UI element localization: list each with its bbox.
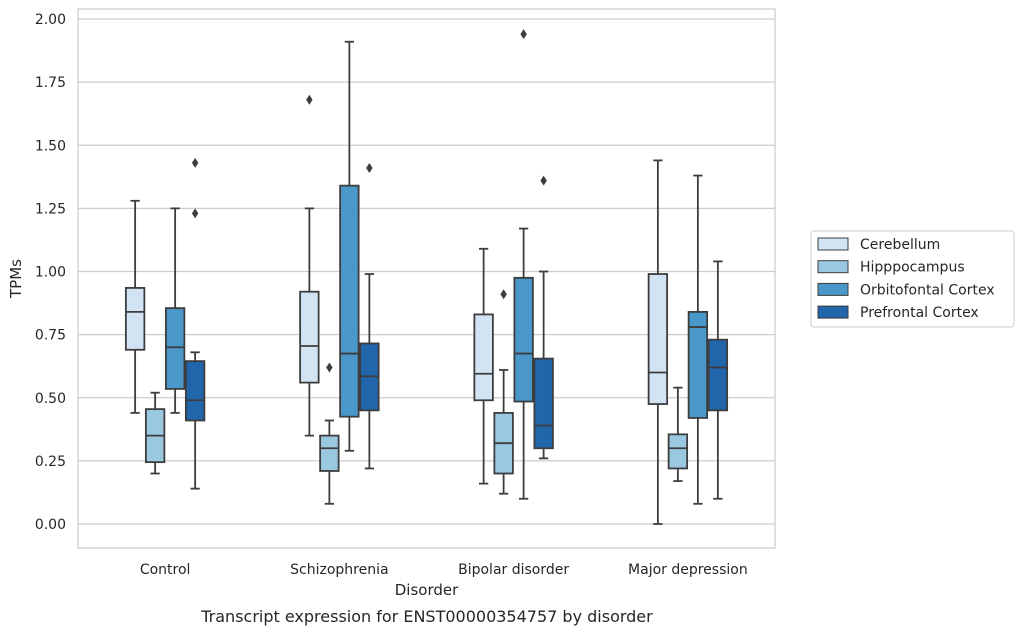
legend-swatch: [817, 237, 849, 251]
box-cerebellum: [473, 247, 494, 485]
iqr-box: [513, 276, 534, 403]
outlier-point: [366, 162, 373, 173]
y-tick-label: 0.75: [35, 328, 66, 344]
box-orbitofontal-cortex: [513, 29, 534, 500]
box-hipppocampus: [493, 289, 514, 495]
outlier-point: [191, 157, 199, 168]
legend-label: Hipppocampus: [860, 260, 965, 276]
outlier-point: [306, 94, 313, 105]
y-tick-label: 2.00: [35, 12, 66, 28]
outlier-point: [326, 362, 333, 373]
outlier-point: [540, 175, 547, 186]
box-prefrontal-cortex: [707, 260, 729, 500]
box-cerebellum: [647, 159, 669, 525]
x-axis-label: Disorder: [395, 581, 459, 599]
y-tick-label: 1.25: [35, 201, 66, 217]
outlier-point: [520, 29, 527, 40]
x-tick-label: Control: [140, 562, 191, 578]
x-tick-labels: Control Schizophrenia Bipolar disorder Majo…: [140, 562, 748, 578]
box-hipppocampus: [319, 362, 340, 505]
iqr-box: [164, 307, 186, 390]
box-cerebellum: [299, 94, 320, 437]
box-orbitofontal-cortex: [687, 174, 709, 505]
box-orbitofontal-cortex: [164, 207, 186, 414]
y-axis-label: TPMs: [7, 259, 25, 299]
box-hipppocampus: [144, 391, 166, 475]
legend: Cerebellum Hipppocampus Orbitofontal Corte…: [810, 230, 1015, 328]
iqr-box: [707, 338, 729, 412]
chart-caption: Transcript expression for ENST0000035475…: [200, 607, 653, 626]
box-prefrontal-cortex: [533, 175, 554, 460]
box-prefrontal-cortex: [359, 162, 380, 470]
x-tick-label: Major depression: [628, 562, 748, 578]
plot-frame: [77, 8, 776, 549]
legend-swatch: [817, 260, 849, 274]
y-tick-label: 0.50: [35, 391, 66, 407]
y-tick-label: 1.75: [35, 75, 66, 91]
y-tick-label: 0.25: [35, 454, 66, 470]
outlier-point: [191, 208, 199, 219]
legend-label: Cerebellum: [860, 237, 940, 253]
y-tick-label: 1.50: [35, 138, 66, 154]
iqr-box: [184, 360, 206, 422]
legend-frame: [810, 230, 1015, 328]
box-orbitofontal-cortex: [339, 40, 360, 452]
boxplot-marks: [124, 29, 729, 525]
iqr-box: [533, 357, 554, 450]
y-tick-labels: 0.00 0.25 0.50 0.75 1.00 1.25 1.50 1.75 2.00: [35, 12, 66, 533]
iqr-box: [124, 287, 146, 351]
y-tick-label: 0.00: [35, 517, 66, 533]
box-cerebellum: [124, 199, 146, 414]
box-hipppocampus: [667, 386, 689, 482]
legend-label: Prefrontal Cortex: [860, 305, 979, 321]
y-tick-label: 1.00: [35, 265, 66, 281]
x-tick-label: Schizophrenia: [290, 562, 388, 578]
legend-swatch: [817, 282, 849, 296]
outlier-point: [500, 289, 507, 300]
iqr-box: [299, 290, 320, 384]
iqr-box: [687, 310, 709, 419]
iqr-box: [473, 313, 494, 402]
iqr-box: [667, 433, 689, 470]
legend-swatch: [817, 305, 849, 319]
legend-label: Orbitofontal Cortex: [860, 282, 995, 298]
iqr-box: [647, 273, 669, 405]
iqr-box: [339, 184, 360, 418]
iqr-box: [319, 434, 340, 472]
box-prefrontal-cortex: [184, 157, 206, 490]
x-tick-label: Bipolar disorder: [458, 562, 569, 578]
